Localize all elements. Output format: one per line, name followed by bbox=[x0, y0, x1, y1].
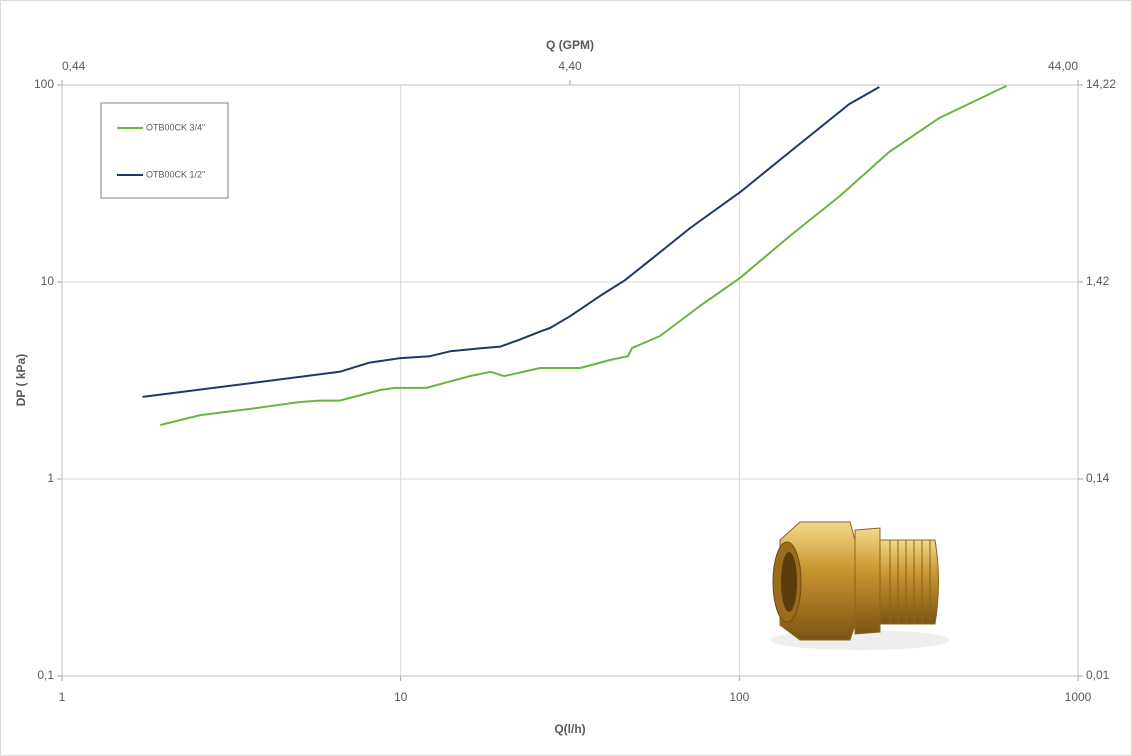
x2-tick-label: 0,44 bbox=[62, 59, 86, 73]
y-tick-label: 1 bbox=[47, 471, 54, 485]
y-axis-title: DP ( kPa) bbox=[14, 354, 28, 406]
y2-tick-label: 14,22 bbox=[1086, 77, 1116, 91]
x-tick-label: 1000 bbox=[1065, 690, 1092, 704]
x2-axis-title: Q (GPM) bbox=[546, 38, 594, 52]
series-line bbox=[159, 84, 1007, 426]
legend-label: OTB00CK 1/2" bbox=[146, 169, 205, 179]
y-tick-label: 0,1 bbox=[37, 668, 54, 682]
x-tick-label: 100 bbox=[729, 690, 749, 704]
legend-box bbox=[100, 102, 229, 199]
y2-tick-label: 0,14 bbox=[1086, 471, 1110, 485]
y-tick-label: 10 bbox=[41, 274, 55, 288]
x-tick-label: 10 bbox=[394, 690, 408, 704]
x-tick-label: 1 bbox=[59, 690, 66, 704]
x2-tick-label: 4,40 bbox=[558, 59, 582, 73]
y-tick-label: 100 bbox=[34, 77, 54, 91]
fitting-image bbox=[770, 521, 950, 650]
series-line bbox=[142, 86, 880, 398]
x-axis-title: Q(l/h) bbox=[554, 722, 585, 736]
x2-tick-label: 44,00 bbox=[1048, 59, 1078, 73]
legend-label: OTB00CK 3/4" bbox=[146, 122, 205, 132]
y2-tick-label: 0,01 bbox=[1086, 668, 1110, 682]
y2-tick-label: 1,42 bbox=[1086, 274, 1110, 288]
